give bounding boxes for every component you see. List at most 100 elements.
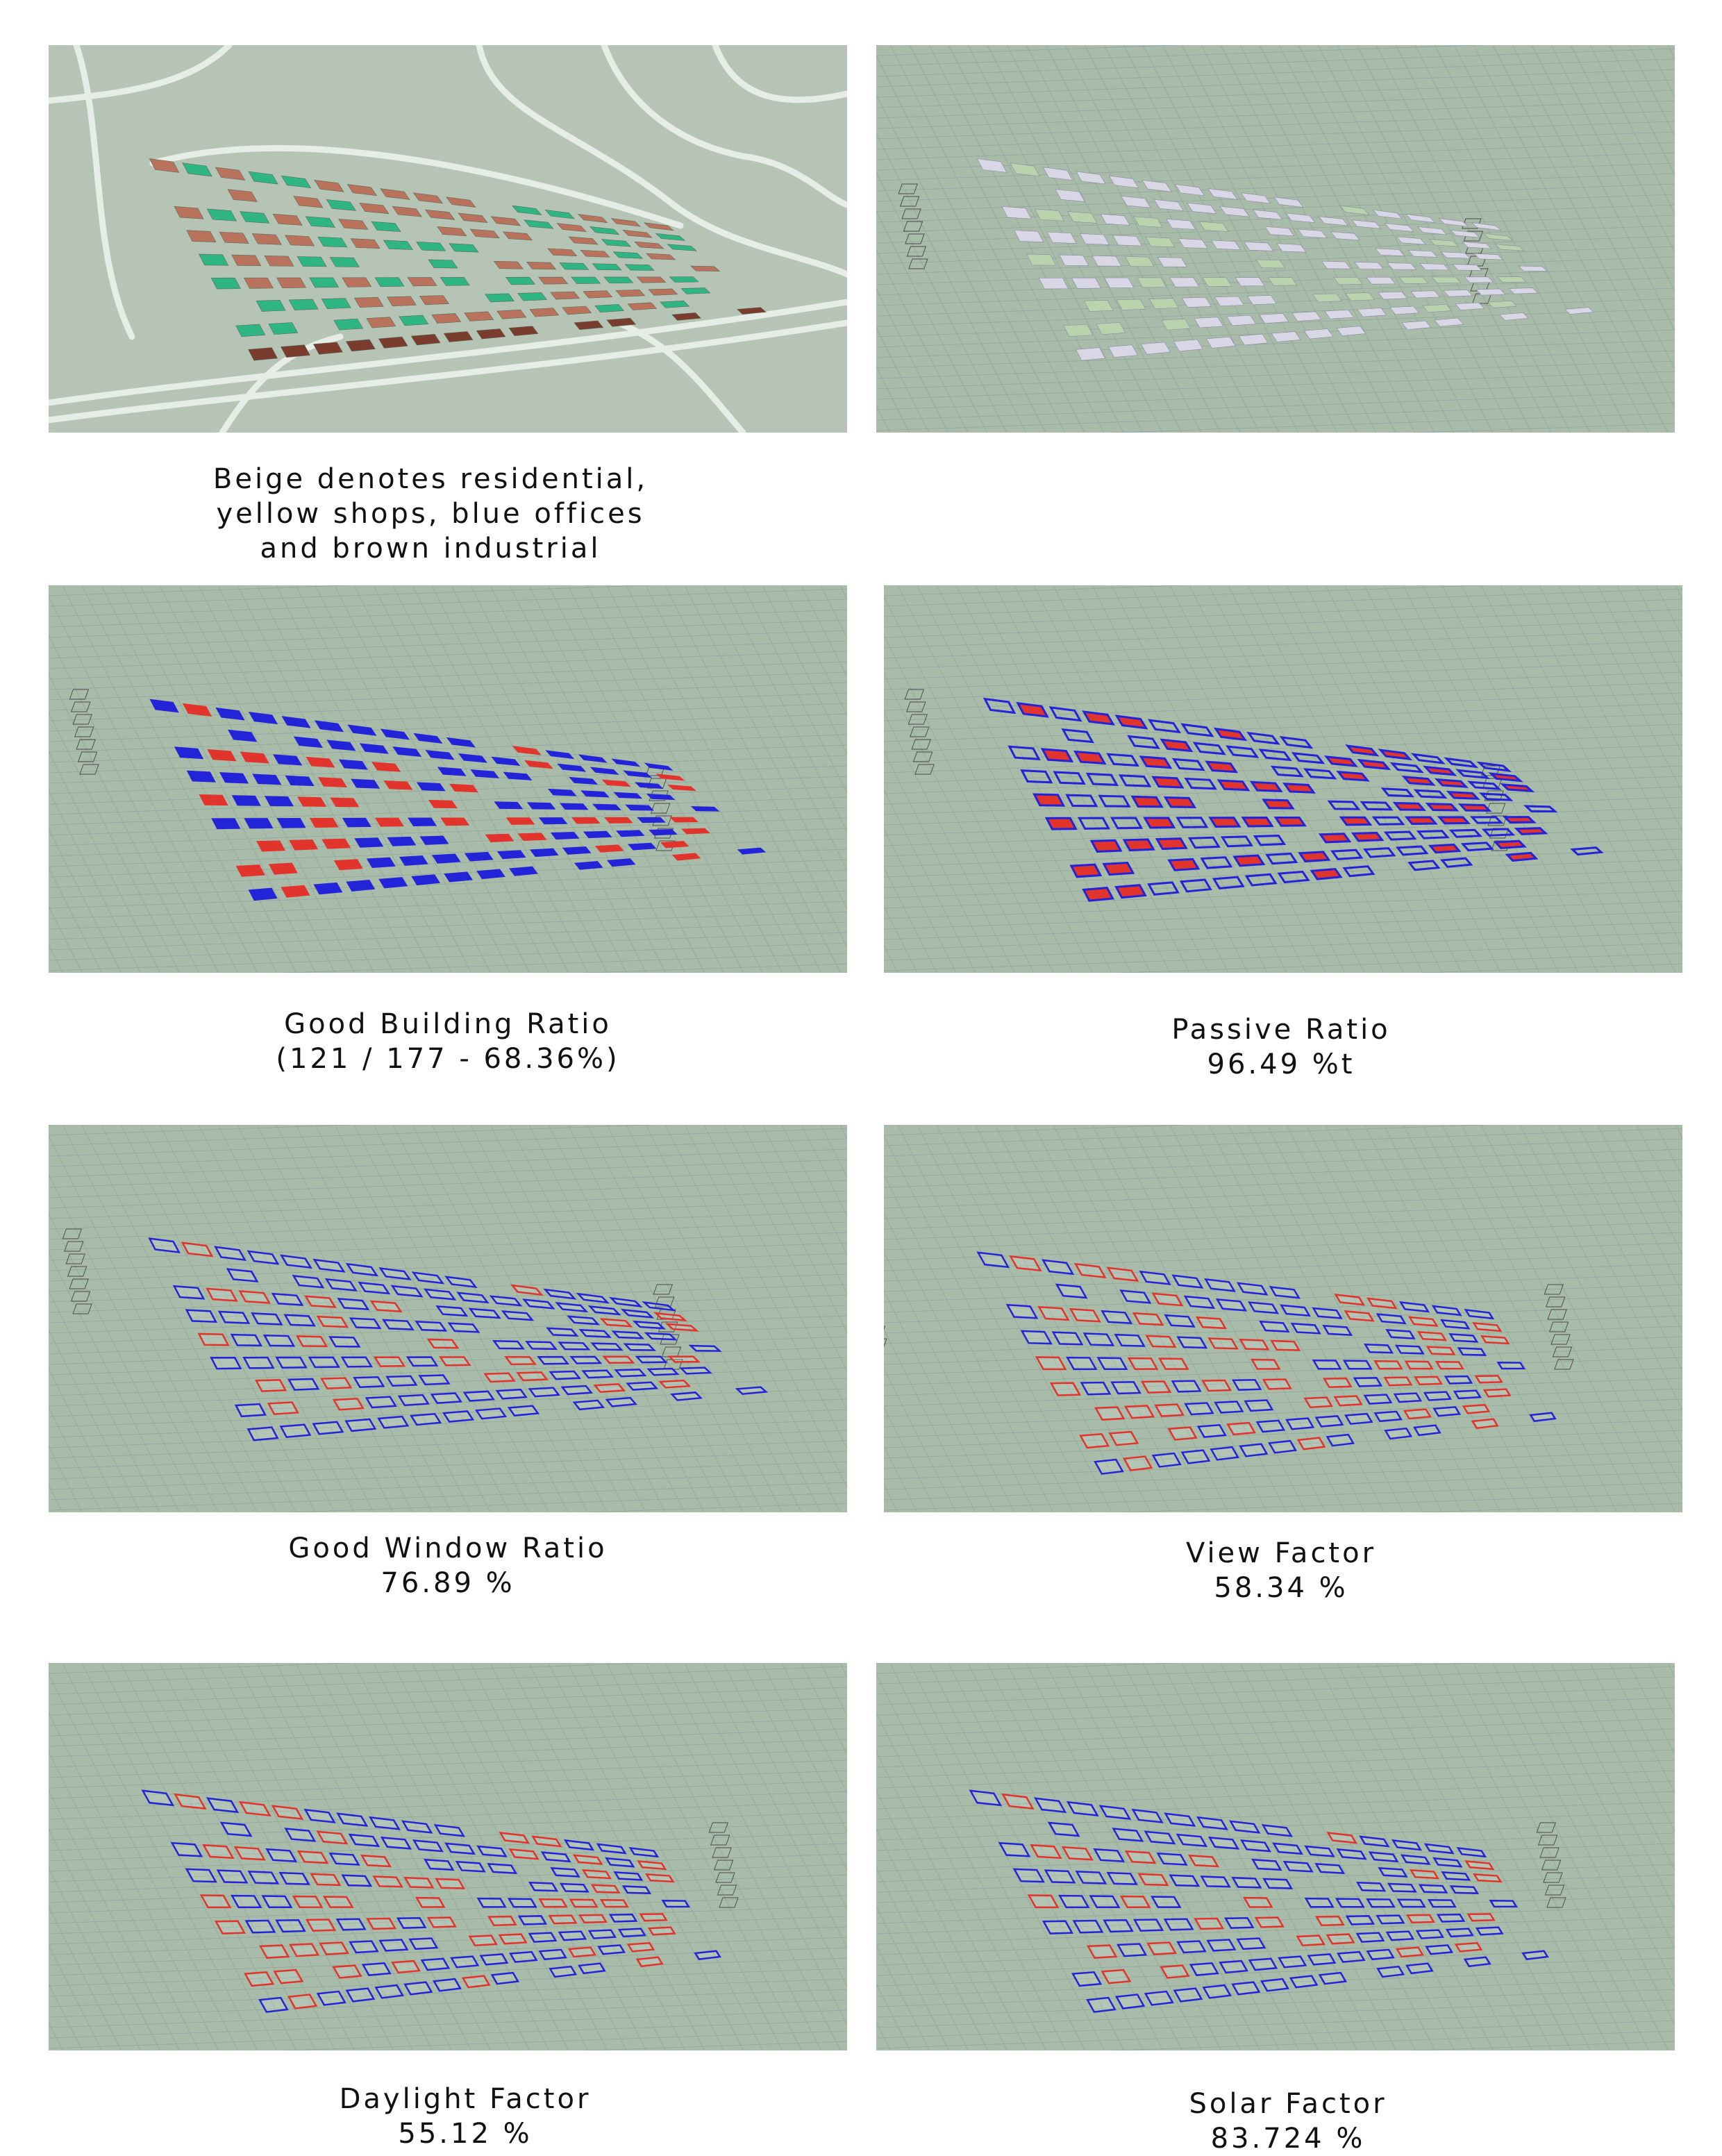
building-block — [1366, 1948, 1395, 1961]
building-block — [560, 1385, 594, 1396]
building-block — [1137, 277, 1167, 288]
building-block — [1373, 1360, 1403, 1370]
building-block — [141, 1789, 175, 1807]
building-block — [501, 1310, 535, 1321]
building-block — [1114, 1994, 1146, 2009]
building-block — [557, 763, 587, 772]
building-block — [1246, 295, 1277, 306]
building-block — [326, 199, 357, 211]
building-block — [1156, 1852, 1188, 1866]
building-block — [333, 318, 364, 331]
building-block — [1184, 777, 1217, 790]
building-block — [736, 307, 767, 315]
building-block — [1204, 1278, 1236, 1292]
building-block — [1291, 752, 1326, 764]
building-block — [1205, 760, 1239, 774]
building-block — [1232, 854, 1266, 867]
building-block — [558, 1342, 591, 1351]
building-block — [1345, 744, 1380, 757]
building-block — [449, 243, 479, 253]
building-block — [219, 231, 249, 244]
building-block — [271, 1805, 304, 1820]
building-block — [265, 1848, 298, 1862]
building-block — [623, 1343, 657, 1351]
building-block — [1378, 291, 1408, 300]
building-block — [1265, 852, 1298, 865]
perspective-grid — [49, 585, 847, 973]
building-block — [1322, 1324, 1353, 1337]
building-block — [592, 803, 621, 810]
building-block — [1326, 1433, 1355, 1447]
building-block — [1403, 1408, 1432, 1420]
building-block — [296, 256, 327, 267]
building-block — [1487, 300, 1518, 308]
building-block — [1139, 1270, 1171, 1285]
building-block — [1259, 1320, 1290, 1333]
building-block — [526, 262, 557, 270]
building-block — [526, 802, 556, 810]
building-block — [410, 1412, 442, 1426]
building-block — [626, 1381, 659, 1391]
building-block — [247, 1871, 280, 1885]
passive-caption: Passive Ratio 96.49 %t — [934, 1012, 1628, 1082]
building-block — [182, 162, 212, 177]
building-block — [182, 703, 212, 717]
building-block — [508, 1848, 540, 1860]
building-block — [1466, 780, 1502, 790]
building-block — [423, 1288, 457, 1301]
building-block — [1407, 860, 1441, 871]
road-network — [49, 45, 847, 433]
building-block — [1066, 1800, 1099, 1817]
building-blocks — [149, 699, 767, 901]
building-block — [199, 1894, 232, 1909]
building-block — [559, 803, 589, 810]
building-block — [1391, 1839, 1423, 1851]
building-block — [578, 213, 608, 224]
building-block — [1086, 1996, 1117, 2013]
building-block — [507, 1405, 540, 1417]
building-block — [251, 1312, 283, 1326]
building-block — [1192, 742, 1226, 755]
building-block — [594, 844, 624, 853]
building-block — [244, 1971, 275, 1987]
building-block — [1114, 715, 1148, 730]
building-block — [227, 189, 258, 202]
building-block — [443, 331, 474, 342]
building-block — [408, 817, 437, 826]
building-block — [1466, 1913, 1496, 1922]
building-block — [258, 1996, 289, 2013]
building-block — [1355, 1932, 1385, 1943]
building-block — [1307, 1953, 1337, 1966]
building-block — [1058, 1894, 1090, 1909]
building-block — [1264, 226, 1295, 237]
building-block — [1323, 1377, 1353, 1389]
building-block — [1405, 213, 1436, 224]
building-block — [1096, 1357, 1128, 1371]
building-block — [303, 1808, 336, 1823]
building-block — [1303, 328, 1334, 340]
building-block — [637, 1860, 667, 1871]
building-block — [1114, 1333, 1146, 1347]
building-block — [1137, 1873, 1169, 1887]
building-block — [1051, 1331, 1084, 1346]
building-block — [416, 242, 446, 251]
building-block — [1392, 801, 1426, 811]
building-block — [623, 770, 652, 778]
context-buildings — [62, 1228, 92, 1314]
building-block — [660, 841, 689, 849]
building-block — [246, 1426, 279, 1441]
building-block — [694, 1950, 721, 1960]
building-block — [636, 276, 667, 283]
building-block — [1297, 228, 1328, 239]
building-block — [252, 774, 282, 785]
building-block — [214, 1246, 246, 1262]
building-block — [186, 770, 216, 783]
building-block — [1282, 783, 1316, 794]
building-block — [426, 1338, 460, 1349]
building-block — [1163, 1918, 1194, 1931]
perspective-grid — [876, 1663, 1675, 2050]
building-block — [350, 238, 381, 249]
building-block — [374, 817, 404, 827]
building-block — [1462, 1403, 1491, 1414]
building-block — [1210, 1446, 1239, 1461]
